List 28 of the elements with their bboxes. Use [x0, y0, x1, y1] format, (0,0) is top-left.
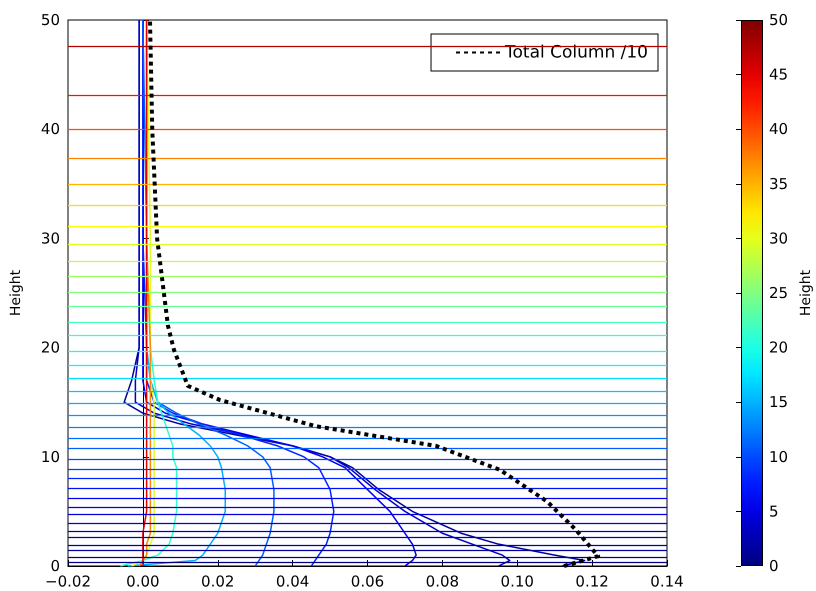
- x-tick-label: 0.06: [350, 572, 384, 590]
- y-tick-label: 30: [40, 229, 60, 248]
- x-tick-label: −0.02: [45, 572, 91, 590]
- color-bar-label: 50: [769, 11, 788, 29]
- color-bar-label: 40: [769, 120, 788, 138]
- color-bar-title: Height: [798, 269, 814, 316]
- x-tick-label: 0.14: [650, 572, 684, 590]
- y-tick-label: 20: [40, 338, 60, 357]
- color-bar-label: 45: [769, 66, 788, 84]
- y-tick-label: 0: [50, 557, 60, 575]
- y-tick-label: 50: [40, 11, 60, 29]
- color-bar-label: 30: [769, 229, 788, 248]
- x-tick-label: 0.02: [201, 572, 234, 590]
- x-tick-label: 0.04: [276, 572, 310, 590]
- x-tick-label: 0.12: [575, 572, 609, 590]
- color-bar-label: 10: [769, 448, 788, 466]
- color-bar-label: 25: [769, 284, 788, 302]
- x-tick-label: 0.10: [500, 572, 534, 590]
- x-tick-label: 0.00: [126, 572, 160, 590]
- color-bar-label: 15: [769, 393, 788, 412]
- y-tick-label: 10: [40, 448, 60, 466]
- y-axis-title: Height: [8, 269, 24, 316]
- y-tick-label: 40: [40, 120, 60, 138]
- color-bar-label: 0: [769, 557, 779, 575]
- color-bar-label: 5: [769, 502, 779, 520]
- color-bar-label: 20: [769, 338, 788, 357]
- color-bar-label: 35: [769, 174, 788, 193]
- x-tick-label: 0.08: [426, 572, 460, 590]
